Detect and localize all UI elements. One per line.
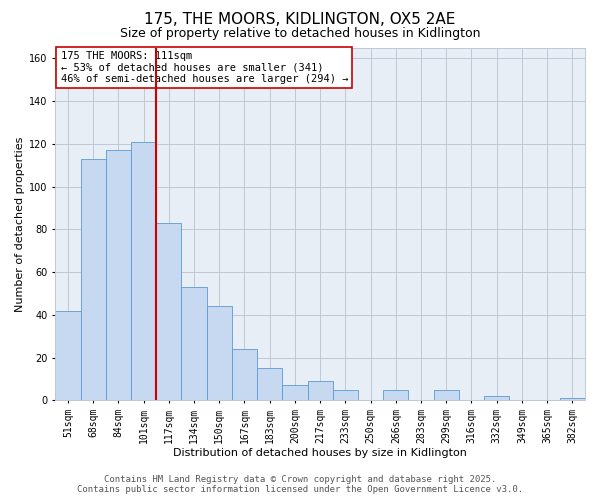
Bar (206, 306, 232, 400)
Bar (257, 368, 283, 400)
Bar (232, 349, 257, 401)
Text: 175, THE MOORS, KIDLINGTON, OX5 2AE: 175, THE MOORS, KIDLINGTON, OX5 2AE (145, 12, 455, 28)
Bar (283, 386, 308, 400)
Text: Contains HM Land Registry data © Crown copyright and database right 2025.
Contai: Contains HM Land Registry data © Crown c… (77, 474, 523, 494)
Bar (106, 150, 131, 401)
Bar (434, 390, 459, 400)
Bar (156, 223, 181, 400)
Text: Size of property relative to detached houses in Kidlington: Size of property relative to detached ho… (120, 28, 480, 40)
Bar (131, 142, 156, 400)
Bar (308, 381, 333, 400)
Bar (80, 158, 106, 400)
Bar (55, 310, 80, 400)
Bar (333, 390, 358, 400)
X-axis label: Distribution of detached houses by size in Kidlington: Distribution of detached houses by size … (173, 448, 467, 458)
Bar (383, 390, 409, 400)
Y-axis label: Number of detached properties: Number of detached properties (15, 136, 25, 312)
Text: 175 THE MOORS: 111sqm
← 53% of detached houses are smaller (341)
46% of semi-det: 175 THE MOORS: 111sqm ← 53% of detached … (61, 51, 348, 84)
Bar (484, 396, 509, 400)
Bar (560, 398, 585, 400)
Bar (181, 287, 206, 401)
